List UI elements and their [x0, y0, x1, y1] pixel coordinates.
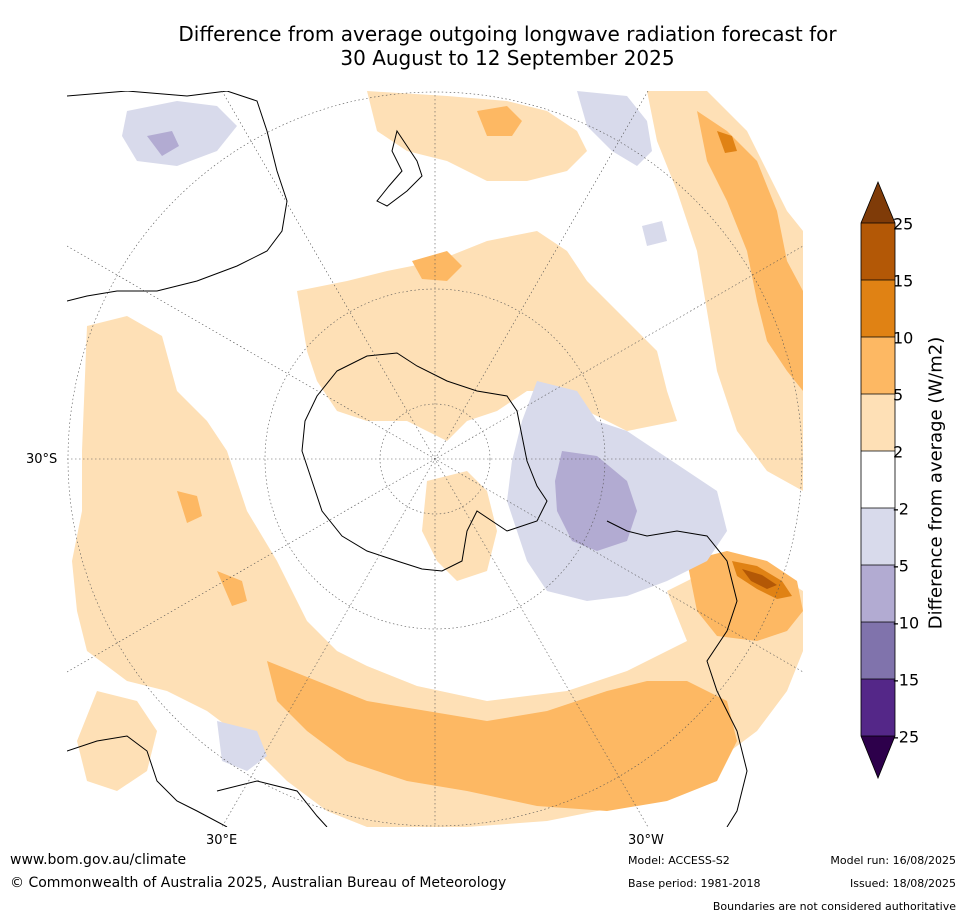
- model-text: Model: ACCESS-S2: [628, 854, 730, 867]
- map-title-line2: 30 August to 12 September 2025: [340, 46, 675, 70]
- colorbar-tick: -25: [893, 727, 920, 747]
- polar-map: [67, 91, 803, 827]
- africa-coastline-2: [216, 780, 328, 827]
- colorbar-tick: -2: [893, 499, 909, 519]
- lon-label-30e: 30°E: [206, 833, 238, 848]
- base-period-text: Base period: 1981-2018: [628, 877, 761, 890]
- colorbar-tick: 15: [893, 271, 914, 291]
- new-zealand-coastline: [376, 129, 423, 207]
- colorbar-tick: 5: [893, 385, 904, 405]
- colorbar-extend-min: [861, 736, 895, 778]
- map-title: Difference from average outgoing longwav…: [0, 22, 965, 70]
- map-canvas: [67, 91, 803, 827]
- colorbar-tick: 25: [893, 214, 914, 234]
- colorbar-label: Difference from average (W/m2): [925, 336, 947, 630]
- graticule: [67, 91, 803, 827]
- south-america-coastline: [606, 520, 748, 827]
- africa-coastline: [67, 735, 228, 827]
- issued-text: Issued: 18/08/2025: [849, 877, 956, 890]
- map-title-line1: Difference from average outgoing longwav…: [178, 22, 837, 46]
- disclaimer-text: Boundaries are not considered authoritat…: [712, 900, 956, 913]
- colorbar-tick: 2: [893, 442, 904, 462]
- colorbar-tick: -5: [893, 556, 909, 576]
- lat-circle-60s: [264, 288, 606, 630]
- colorbar-tick: 10: [893, 328, 914, 348]
- website-link[interactable]: www.bom.gov.au/climate: [10, 852, 187, 868]
- antarctica-coastline: [301, 352, 548, 572]
- copyright-text: © Commonwealth of Australia 2025, Austra…: [10, 875, 507, 891]
- anomaly-10-to-25: [717, 131, 792, 599]
- colorbar: [860, 180, 896, 780]
- australia-coastline: [67, 91, 288, 302]
- model-run-text: Model run: 16/08/2025: [830, 854, 956, 867]
- colorbar-extend-max: [861, 182, 895, 223]
- anomaly-5-to-10: [177, 106, 803, 811]
- colorbar-tick: -10: [893, 613, 920, 633]
- continent-coastlines: [67, 91, 748, 827]
- colorbar-tick: -15: [893, 670, 920, 690]
- lat-label-30s: 30°S: [26, 452, 58, 467]
- lon-label-30w: 30°W: [628, 833, 664, 848]
